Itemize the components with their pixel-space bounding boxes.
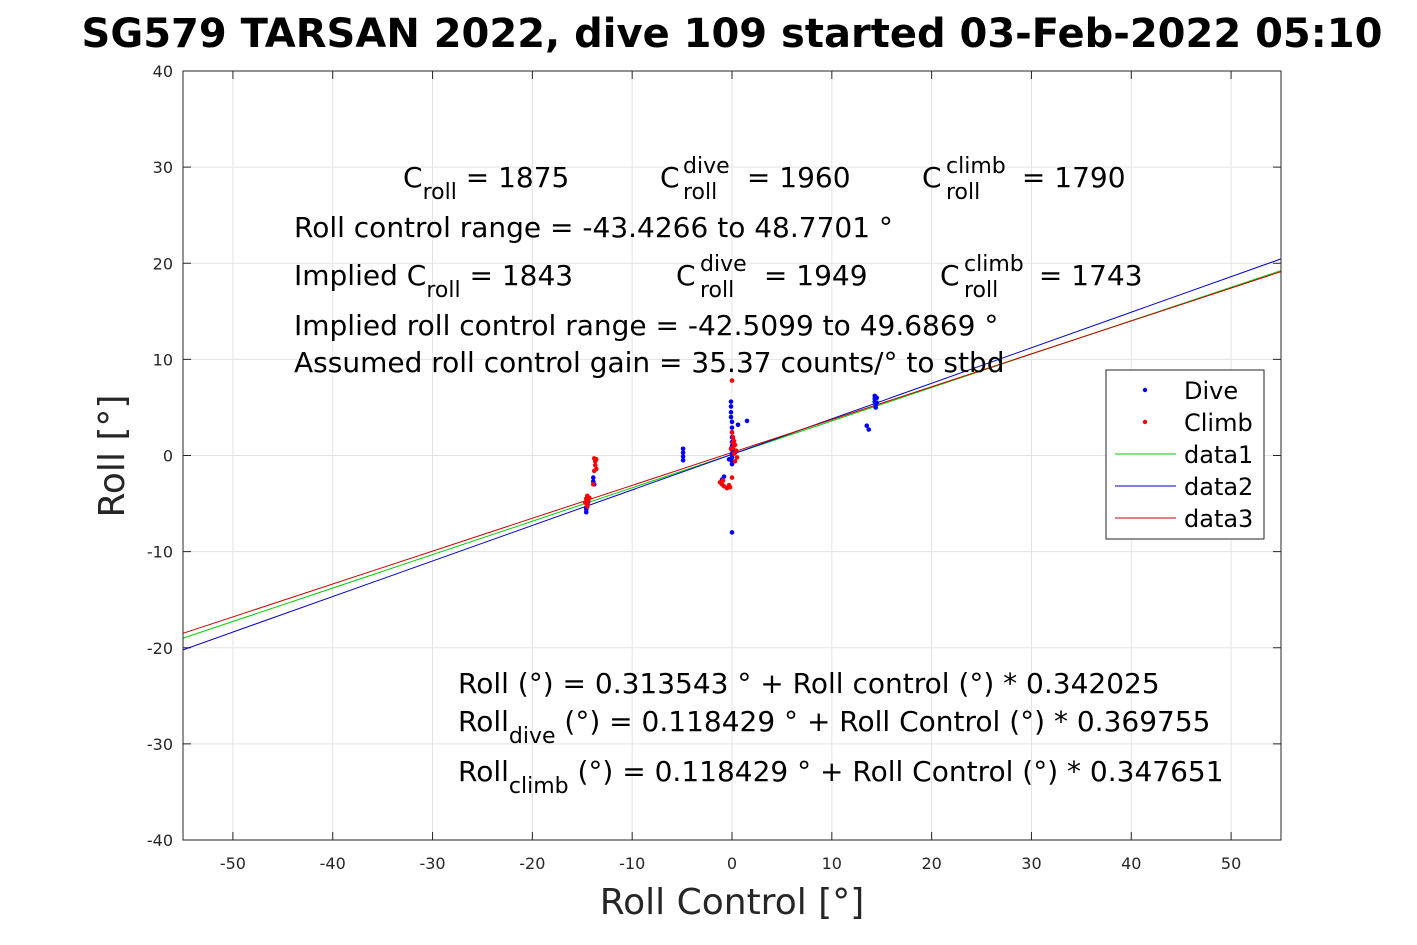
data-points: [582, 378, 880, 535]
climb-point: [720, 478, 726, 483]
climb-point: [727, 484, 733, 490]
y-tick-label: -40: [147, 831, 173, 850]
dive-point: [728, 404, 734, 409]
x-tick-label: -20: [519, 854, 545, 873]
x-tick-label: 40: [1121, 854, 1141, 873]
climb-point: [584, 504, 590, 509]
legend-dive-marker: [1142, 387, 1148, 393]
legend-climb-marker: [1142, 419, 1148, 425]
legend-climb-label: Climb: [1184, 409, 1253, 437]
dive-point: [726, 457, 732, 462]
fit-equation-all: Roll (°) = 0.313543 ° + Roll control (°)…: [458, 667, 1160, 700]
climb-point: [728, 446, 734, 452]
dive-point: [728, 414, 734, 420]
y-tick-label: 40: [153, 62, 173, 81]
climb-point: [729, 378, 735, 383]
tick-labels: -50 -40 -30 -20 -10 0 10 20 30 40 50 -40 -30 -20 -10 0 1…: [147, 62, 1241, 873]
x-tick-label: -50: [220, 854, 246, 873]
gain-text: Assumed roll control gain = 35.37 counts…: [294, 346, 1005, 379]
dive-point: [873, 405, 879, 410]
legend: Dive Climb data1 data2 data3: [1105, 369, 1265, 540]
y-axis-label: Roll [°]: [92, 395, 133, 518]
climb-point: [729, 430, 735, 435]
x-tick-label: -40: [320, 854, 346, 873]
climb-point: [586, 495, 592, 501]
fit-equation-climb: Rollclimb (°) = 0.118429 ° + Roll Contro…: [458, 755, 1224, 799]
y-tick-label: -10: [147, 543, 173, 562]
implied-c-roll-text: Implied Croll = 1843: [294, 259, 573, 303]
dive-point: [728, 409, 734, 415]
dive-point: [728, 399, 734, 404]
climb-point: [582, 500, 588, 505]
climb-point: [730, 434, 736, 440]
y-tick-label: 0: [163, 447, 173, 466]
implied-range-text: Implied roll control range = -42.5099 to…: [294, 309, 998, 342]
dive-point: [729, 419, 735, 425]
dive-point: [729, 425, 735, 430]
climb-point: [590, 482, 596, 487]
dive-point: [680, 450, 686, 455]
c-roll-text: Croll = 1875: [403, 161, 569, 205]
dive-point: [680, 458, 686, 463]
x-tick-label: 30: [1021, 854, 1041, 873]
climb-point: [593, 457, 599, 462]
dive-point: [729, 461, 735, 467]
legend-data2-label: data2: [1184, 473, 1253, 501]
x-tick-label: 20: [921, 854, 941, 873]
dive-point: [874, 395, 880, 401]
x-tick-label: -30: [419, 854, 445, 873]
roll-control-range-text: Roll control range = -43.4266 to 48.7701…: [294, 211, 893, 244]
climb-point: [731, 451, 737, 456]
climb-point: [734, 455, 740, 460]
climb-point: [732, 458, 738, 464]
x-tick-label: 50: [1221, 854, 1241, 873]
x-tick-label: -10: [619, 854, 645, 873]
x-axis-label: Roll Control [°]: [600, 882, 865, 923]
x-tick-label: 0: [727, 854, 737, 873]
climb-point: [591, 468, 597, 474]
y-tick-label: 20: [153, 254, 173, 273]
climb-point: [592, 462, 598, 468]
dive-point: [729, 530, 735, 535]
axes-box: [182, 70, 1282, 841]
dive-point: [590, 475, 596, 480]
dive-point: [680, 454, 686, 459]
dive-point: [874, 400, 880, 405]
legend-dive-label: Dive: [1184, 377, 1238, 405]
y-tick-label: -20: [147, 639, 173, 658]
dive-point: [866, 427, 872, 432]
chart-title: SG579 TARSAN 2022, dive 109 started 03-F…: [82, 11, 1383, 57]
fit-equation-dive: Rolldive (°) = 0.118429 ° + Roll Control…: [458, 705, 1210, 749]
climb-point: [729, 475, 735, 480]
legend-data1-label: data1: [1184, 441, 1253, 469]
climb-point: [730, 440, 736, 446]
dive-point: [864, 423, 870, 429]
dive-point: [680, 446, 686, 452]
dive-point: [735, 422, 741, 428]
x-tick-label: 10: [822, 854, 842, 873]
y-tick-label: 30: [153, 158, 173, 177]
dive-point: [744, 418, 750, 424]
legend-data3-label: data3: [1184, 505, 1253, 533]
y-tick-label: -30: [147, 735, 173, 754]
y-tick-label: 10: [153, 350, 173, 369]
